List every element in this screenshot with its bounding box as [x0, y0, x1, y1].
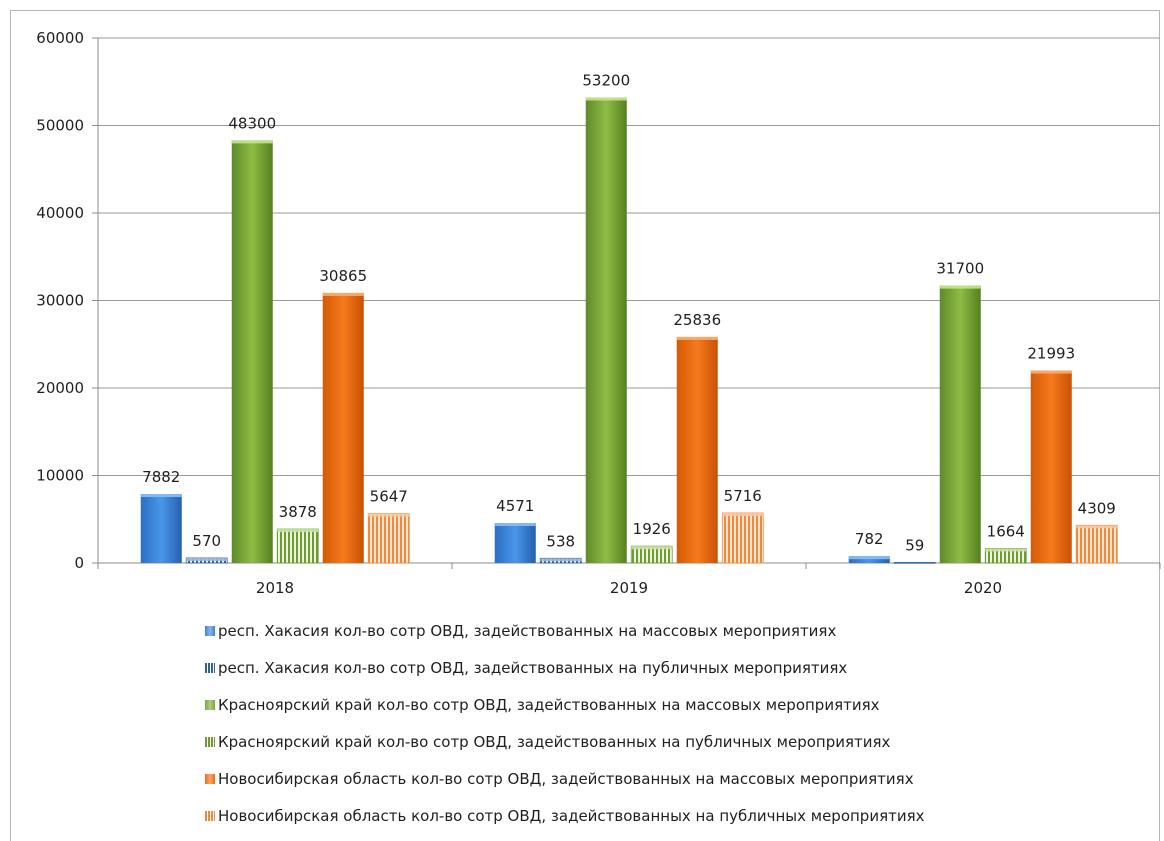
data-label: 5647	[370, 488, 408, 506]
legend-label: Новосибирская область кол-во сотр ОВД, з…	[218, 806, 925, 825]
bar-top-highlight	[368, 513, 410, 517]
x-tick-label: 2019	[610, 579, 648, 597]
data-label: 3878	[279, 503, 317, 521]
x-tick-label: 2020	[964, 579, 1002, 597]
bar	[676, 336, 718, 563]
bar	[322, 292, 364, 563]
bar-top-highlight	[322, 292, 364, 296]
data-label: 1664	[987, 522, 1025, 540]
bar	[367, 513, 410, 564]
legend-item: Новосибирская область кол-во сотр ОВД, з…	[205, 797, 925, 834]
legend-swatch	[205, 699, 215, 710]
bar-top-highlight	[722, 512, 764, 516]
legend-label: Красноярский край кол-во сотр ОВД, задей…	[218, 695, 880, 714]
bar-top-highlight	[985, 548, 1027, 552]
bar-top-highlight	[848, 556, 890, 560]
bar-top-highlight	[494, 523, 536, 527]
data-label: 4309	[1078, 499, 1116, 517]
bar-top-highlight	[939, 285, 981, 289]
bar	[893, 562, 936, 564]
legend-item: респ. Хакасия кол-во сотр ОВД, задейство…	[205, 612, 925, 649]
y-tick-label: 30000	[36, 292, 84, 310]
y-tick-label: 60000	[36, 29, 84, 47]
data-label: 7882	[142, 468, 180, 486]
data-label: 53200	[582, 72, 630, 90]
legend-label: Красноярский край кол-во сотр ОВД, задей…	[218, 732, 891, 751]
legend-item: Красноярский край кол-во сотр ОВД, задей…	[205, 686, 925, 723]
bar-top-highlight	[540, 558, 582, 562]
bar-top-highlight	[676, 336, 718, 340]
y-tick-label: 0	[74, 554, 84, 572]
data-label: 31700	[936, 260, 984, 278]
legend-item: респ. Хакасия кол-во сотр ОВД, задейство…	[205, 649, 925, 686]
y-tick-label: 50000	[36, 117, 84, 135]
bar-top-highlight	[631, 546, 673, 550]
bar	[721, 512, 764, 564]
bar	[939, 285, 981, 563]
legend-swatch	[205, 773, 215, 784]
bar	[1030, 370, 1072, 563]
bar-top-highlight	[140, 494, 182, 498]
data-label: 4571	[496, 497, 534, 515]
legend-label: респ. Хакасия кол-во сотр ОВД, задейство…	[218, 621, 837, 640]
bar	[231, 140, 273, 563]
bar-top-highlight	[277, 529, 319, 533]
legend-swatch	[205, 736, 215, 747]
bar-top-highlight	[1030, 370, 1072, 374]
legend-item: Красноярский край кол-во сотр ОВД, задей…	[205, 723, 925, 760]
data-label: 25836	[673, 311, 721, 329]
bar	[276, 528, 319, 564]
bar-top-highlight	[585, 97, 627, 101]
bar	[1075, 524, 1118, 564]
bar	[140, 494, 182, 563]
chart-legend: респ. Хакасия кол-во сотр ОВД, задейство…	[205, 612, 925, 834]
chart-frame	[10, 10, 1160, 841]
data-label: 538	[546, 532, 575, 550]
bar-chart: 0 10000 20000 30000 40000 50000 60000 2018 2019 2…	[36, 29, 1161, 597]
legend-swatch	[205, 662, 215, 673]
legend-item: Новосибирская область кол-во сотр ОВД, з…	[205, 760, 925, 797]
bar-top-highlight	[186, 558, 228, 562]
y-tick-label: 20000	[36, 379, 84, 397]
bar	[585, 97, 627, 563]
legend-label: респ. Хакасия кол-во сотр ОВД, задейство…	[218, 658, 848, 677]
legend-swatch	[205, 625, 215, 636]
y-tick-label: 40000	[36, 204, 84, 222]
x-tick-label: 2018	[256, 579, 294, 597]
data-label: 30865	[319, 267, 367, 285]
legend-swatch	[205, 810, 215, 821]
data-label: 59	[905, 536, 924, 554]
bar	[848, 556, 890, 563]
bar	[494, 523, 536, 563]
data-label: 570	[192, 532, 221, 550]
bar-top-highlight	[1076, 525, 1118, 529]
y-tick-label: 10000	[36, 467, 84, 485]
legend-label: Новосибирская область кол-во сотр ОВД, з…	[218, 769, 914, 788]
bar-top-highlight	[231, 140, 273, 144]
data-label: 782	[855, 530, 884, 548]
data-label: 1926	[633, 520, 671, 538]
data-label: 5716	[724, 487, 762, 505]
data-label: 48300	[228, 114, 276, 132]
data-label: 21993	[1027, 345, 1075, 363]
